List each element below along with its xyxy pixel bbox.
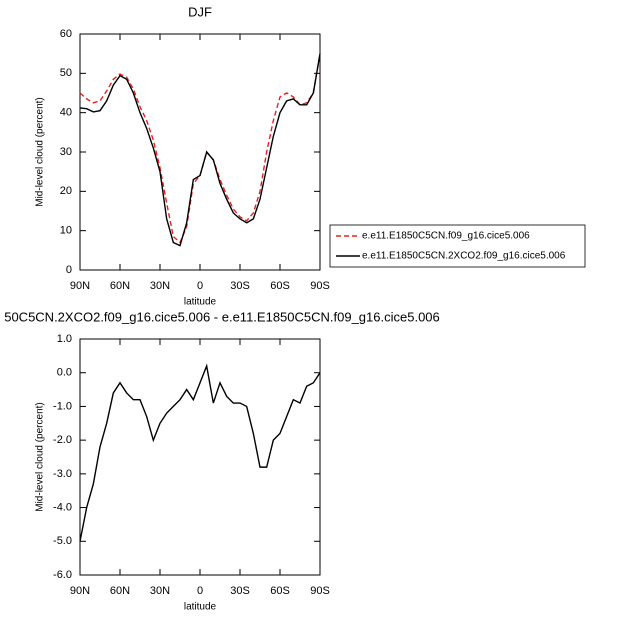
data-line <box>79 53 321 247</box>
y-tick-label: -6.0 <box>53 569 72 581</box>
x-tick-label: 60N <box>110 280 130 292</box>
y-tick-label: 0 <box>66 264 72 276</box>
x-tick-label: 30S <box>230 585 250 597</box>
y-tick-label: -5.0 <box>53 535 72 547</box>
y-tick-label: 0.0 <box>57 367 72 379</box>
plot-frame <box>79 33 321 271</box>
legend-box <box>329 224 586 268</box>
y-tick-label: 1.0 <box>57 333 72 345</box>
x-tick-label: 90N <box>70 280 90 292</box>
legend-label: e.e11.E1850C5CN.f09_g16.cice5.006 <box>362 231 530 242</box>
x-tick-label: 90S <box>310 585 330 597</box>
y-tick-label: -3.0 <box>53 468 72 480</box>
y-tick-label: 10 <box>60 225 72 237</box>
y-axis-label: Mid-level cloud (percent) <box>35 402 46 512</box>
x-tick-label: 60S <box>270 585 290 597</box>
x-tick-label: 30N <box>150 280 170 292</box>
x-tick-label: 0 <box>197 280 203 292</box>
x-tick-label: 90N <box>70 585 90 597</box>
y-tick-label: 50 <box>60 67 72 79</box>
chart-title: 50C5CN.2XCO2.f09_g16.cice5.006 - e.e11.E… <box>4 309 440 324</box>
y-tick-label: -4.0 <box>53 501 72 513</box>
y-tick-label: -1.0 <box>53 400 72 412</box>
y-axis-label: Mid-level cloud (percent) <box>35 97 46 207</box>
y-tick-label: 60 <box>60 28 72 40</box>
chart-title: DJF <box>188 4 212 19</box>
y-tick-label: 40 <box>60 107 72 119</box>
x-axis-label: latitude <box>184 297 217 308</box>
x-tick-label: 60N <box>110 585 130 597</box>
y-tick-label: 20 <box>60 185 72 197</box>
data-line <box>79 363 321 542</box>
x-tick-label: 30N <box>150 585 170 597</box>
x-tick-label: 0 <box>197 585 203 597</box>
x-axis-label: latitude <box>184 602 217 613</box>
y-tick-label: 30 <box>60 146 72 158</box>
x-tick-label: 90S <box>310 280 330 292</box>
legend-label: e.e11.E1850C5CN.2XCO2.f09_g16.cice5.006 <box>362 251 566 262</box>
x-tick-label: 30S <box>230 280 250 292</box>
x-tick-label: 60S <box>270 280 290 292</box>
y-tick-label: -2.0 <box>53 434 72 446</box>
data-line <box>79 53 321 244</box>
plot-frame <box>79 338 321 576</box>
